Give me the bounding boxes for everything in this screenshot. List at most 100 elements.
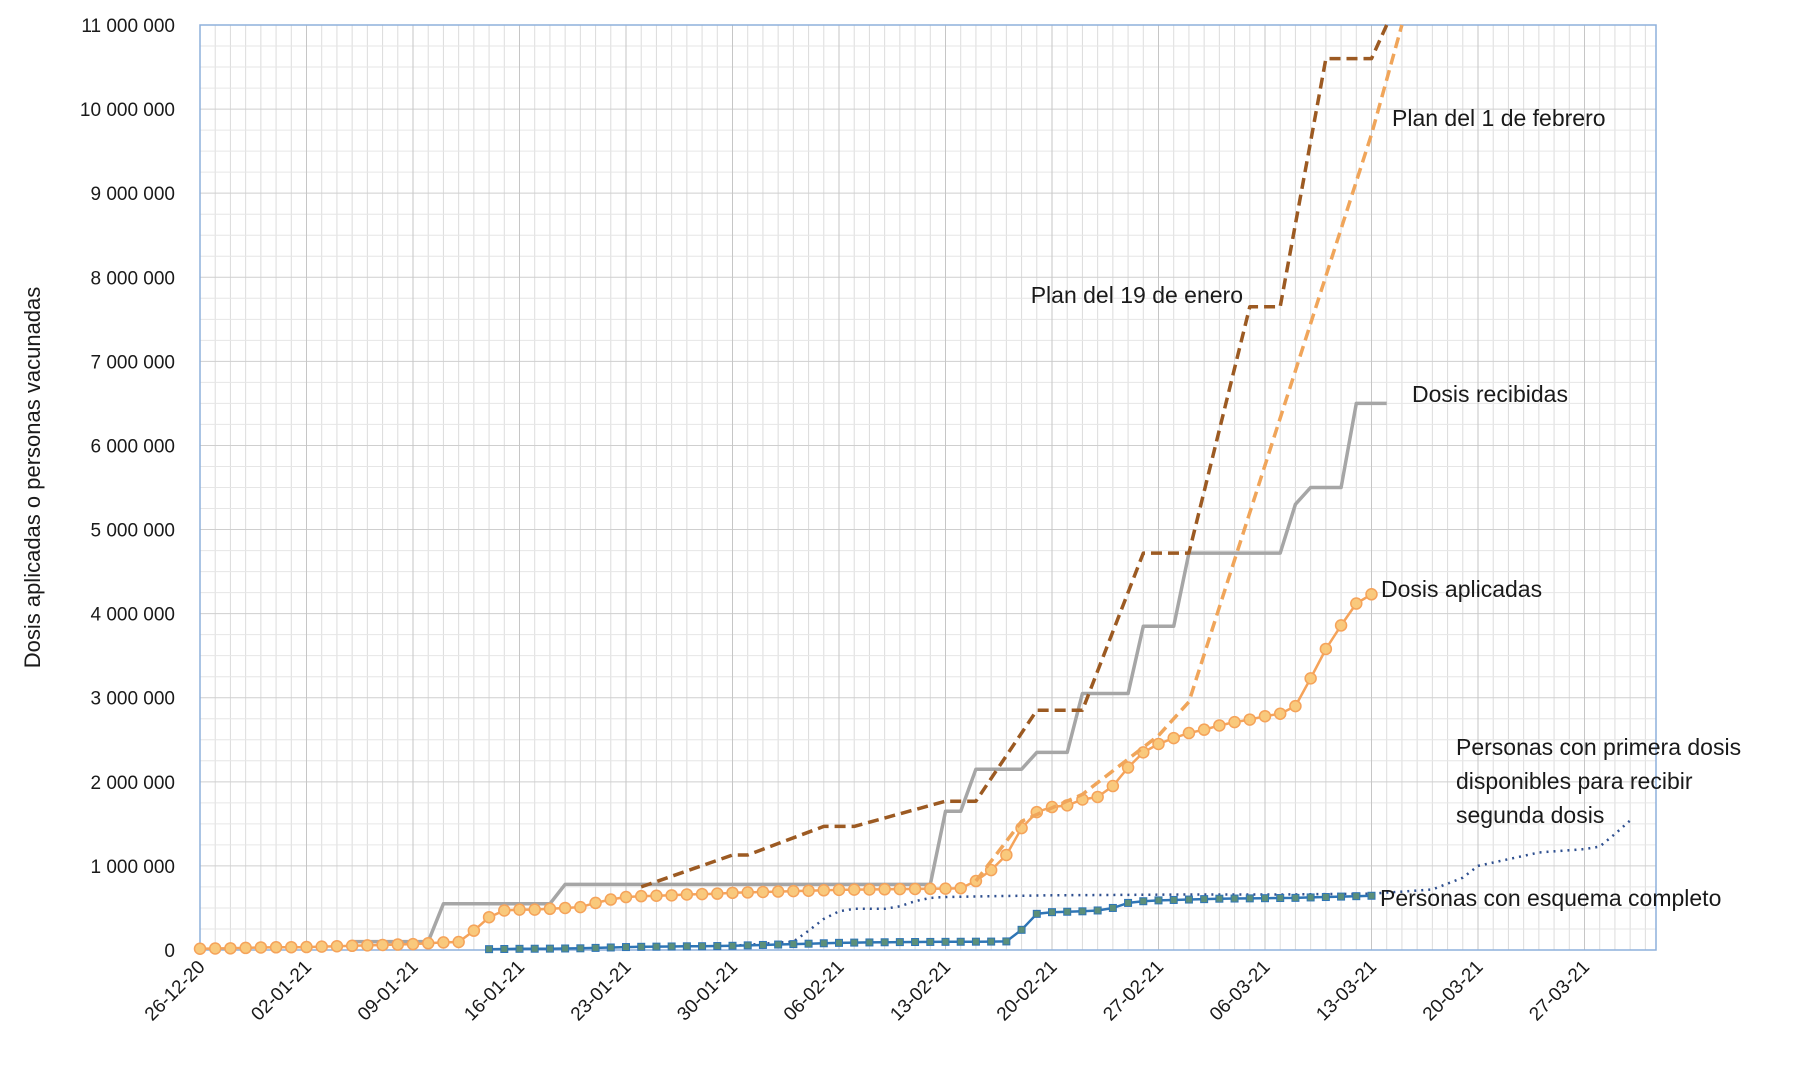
data-point [971, 937, 980, 946]
data-point [680, 888, 694, 901]
data-point [315, 940, 328, 953]
x-axis-ticks: 26-12-20 02-01-21 09-01-21 16-01-21 23-01-21… [141, 957, 1594, 1026]
data-point [698, 942, 707, 951]
y-axis-ticks: 0 1 000 000 2 000 000 3 000 000 4 000 000 5 0… [80, 16, 175, 962]
data-point [376, 938, 389, 952]
data-point [835, 938, 843, 947]
data-point [604, 893, 618, 906]
series-line [732, 819, 1631, 948]
data-point [634, 889, 648, 903]
x-tick-label: 23-01-21 [567, 957, 636, 1026]
data-point [1334, 619, 1348, 632]
data-point [1319, 642, 1333, 656]
data-point [682, 942, 691, 951]
data-point [1167, 731, 1180, 745]
data-point [863, 883, 876, 896]
data-point [726, 886, 739, 900]
series-annotation: Dosis aplicadas [1381, 576, 1542, 602]
data-point [561, 944, 570, 953]
data-point [1306, 893, 1315, 902]
y-tick-label: 9 000 000 [90, 184, 175, 205]
data-point [695, 887, 709, 901]
data-point [208, 942, 222, 955]
series-annotation: Plan del 1 de febrero [1392, 105, 1606, 131]
data-point [545, 944, 554, 953]
data-point [421, 937, 435, 950]
data-point [1124, 898, 1133, 907]
y-tick-label: 10 000 000 [80, 100, 175, 121]
data-point [939, 882, 952, 895]
data-point [515, 944, 524, 953]
data-point [802, 884, 815, 897]
x-tick-label: 27-03-21 [1525, 957, 1594, 1026]
data-point [878, 883, 891, 896]
plot-frame [199, 24, 1657, 951]
data-point [787, 884, 800, 898]
data-point [1243, 713, 1257, 726]
series-annotation: Personas con esquema completo [1380, 885, 1721, 911]
data-point [817, 884, 831, 897]
data-point [1002, 937, 1011, 946]
data-point [1184, 895, 1193, 904]
data-point [1048, 908, 1056, 917]
data-point [832, 883, 846, 897]
series-5 [485, 891, 1376, 954]
gridlines [199, 24, 1656, 951]
y-tick-label: 0 [164, 941, 175, 962]
x-tick-label: 06-03-21 [1206, 957, 1275, 1026]
data-point [528, 903, 541, 916]
data-point [361, 939, 374, 952]
series-line [974, 24, 1404, 883]
series-annotation: disponibles para recibir [1456, 768, 1693, 794]
data-point [637, 942, 646, 951]
y-tick-label: 4 000 000 [90, 605, 175, 626]
data-point [924, 882, 937, 896]
data-point [941, 937, 950, 946]
data-point [1182, 726, 1196, 740]
series-4 [732, 819, 1631, 948]
series-annotation: Personas con primera dosis [1456, 734, 1741, 760]
data-point [1078, 907, 1087, 916]
data-point [1230, 894, 1239, 903]
y-tick-label: 11 000 000 [81, 16, 175, 37]
data-point [1337, 892, 1346, 901]
data-point [926, 937, 935, 946]
data-point [987, 937, 996, 946]
data-point [1291, 893, 1300, 902]
data-point [193, 942, 207, 955]
data-point [1321, 893, 1330, 902]
data-point [498, 904, 511, 917]
x-tick-label: 16-01-21 [460, 957, 529, 1026]
data-point [589, 896, 602, 910]
data-point [239, 941, 252, 955]
series-annotation: Plan del 19 de enero [1031, 282, 1243, 308]
data-point [330, 939, 344, 953]
data-point [895, 938, 904, 947]
data-point [619, 890, 633, 904]
data-point [1367, 891, 1376, 900]
data-point [756, 885, 770, 899]
data-point [665, 889, 678, 902]
data-point [758, 940, 767, 949]
data-point [713, 942, 722, 951]
y-tick-label: 6 000 000 [90, 436, 175, 457]
data-point [1197, 723, 1211, 736]
y-axis-label: Dosis aplicadas o personas vacunadas [20, 287, 45, 669]
data-point [467, 924, 481, 937]
data-point [1169, 895, 1178, 904]
data-point [850, 938, 859, 947]
data-point [893, 882, 907, 896]
data-point [254, 941, 268, 954]
y-tick-label: 3 000 000 [90, 689, 175, 710]
series-annotations: Plan del 1 de febrero Plan del 19 de ener… [1031, 105, 1741, 911]
data-point [1108, 903, 1117, 912]
y-tick-label: 2 000 000 [90, 773, 175, 794]
data-point [954, 881, 967, 895]
data-point [437, 936, 450, 949]
data-point [865, 938, 874, 947]
data-point [485, 945, 494, 954]
data-point [1276, 894, 1285, 903]
data-point [774, 940, 783, 949]
